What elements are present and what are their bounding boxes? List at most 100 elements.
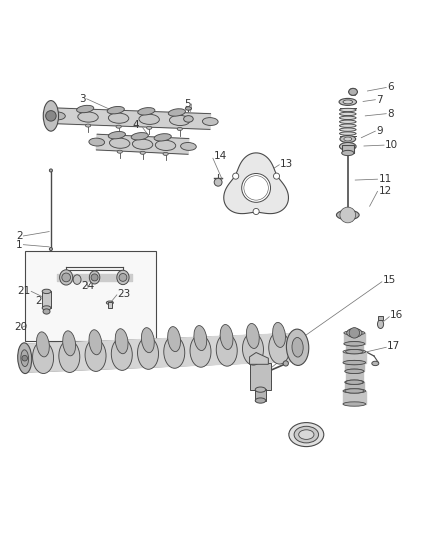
Ellipse shape — [339, 142, 356, 150]
Text: 13: 13 — [280, 159, 293, 169]
Polygon shape — [343, 391, 366, 404]
Ellipse shape — [347, 328, 362, 337]
Ellipse shape — [168, 327, 180, 352]
Ellipse shape — [49, 112, 65, 120]
Text: 1: 1 — [16, 240, 22, 249]
Ellipse shape — [286, 329, 309, 366]
Ellipse shape — [343, 389, 366, 393]
Ellipse shape — [339, 128, 356, 131]
Circle shape — [242, 174, 271, 203]
Ellipse shape — [77, 106, 94, 113]
Ellipse shape — [299, 430, 314, 439]
Ellipse shape — [36, 332, 49, 357]
Ellipse shape — [59, 341, 80, 373]
Ellipse shape — [339, 124, 356, 127]
Ellipse shape — [344, 330, 365, 335]
Ellipse shape — [32, 342, 53, 374]
Text: 6: 6 — [387, 83, 394, 93]
Circle shape — [62, 273, 71, 282]
Polygon shape — [57, 108, 211, 130]
Ellipse shape — [139, 114, 159, 124]
Polygon shape — [345, 362, 364, 372]
Ellipse shape — [108, 132, 125, 139]
Ellipse shape — [283, 361, 288, 366]
Ellipse shape — [49, 247, 53, 251]
Ellipse shape — [349, 88, 357, 95]
Polygon shape — [250, 352, 268, 364]
Circle shape — [340, 207, 356, 223]
Ellipse shape — [255, 398, 266, 403]
Ellipse shape — [378, 320, 384, 328]
Bar — [42, 292, 51, 308]
Ellipse shape — [194, 326, 207, 351]
Ellipse shape — [184, 116, 193, 122]
Bar — [342, 145, 354, 153]
Ellipse shape — [243, 333, 264, 365]
Ellipse shape — [155, 140, 176, 150]
Polygon shape — [343, 352, 366, 362]
Text: 5: 5 — [184, 99, 191, 109]
Polygon shape — [57, 274, 132, 281]
Ellipse shape — [63, 331, 76, 356]
Text: 18: 18 — [299, 426, 312, 437]
Ellipse shape — [131, 133, 148, 140]
Polygon shape — [345, 382, 364, 391]
Text: 19: 19 — [289, 348, 302, 358]
Ellipse shape — [110, 138, 130, 148]
Circle shape — [233, 173, 239, 179]
Ellipse shape — [344, 137, 352, 141]
Ellipse shape — [42, 306, 51, 310]
Polygon shape — [224, 153, 289, 214]
Polygon shape — [344, 333, 365, 344]
Ellipse shape — [294, 426, 318, 443]
Ellipse shape — [138, 108, 155, 115]
Ellipse shape — [115, 329, 128, 354]
Ellipse shape — [180, 142, 196, 150]
Ellipse shape — [339, 116, 356, 119]
Text: 23: 23 — [118, 288, 131, 298]
Text: 20: 20 — [14, 322, 27, 332]
Text: 15: 15 — [383, 276, 396, 286]
Ellipse shape — [108, 113, 129, 123]
Ellipse shape — [163, 152, 168, 156]
Text: 4: 4 — [133, 119, 140, 130]
Ellipse shape — [344, 342, 365, 346]
Ellipse shape — [138, 337, 159, 369]
Ellipse shape — [372, 361, 379, 366]
Ellipse shape — [339, 108, 356, 111]
Ellipse shape — [343, 350, 366, 354]
Ellipse shape — [339, 112, 356, 116]
Ellipse shape — [111, 338, 132, 370]
Ellipse shape — [246, 324, 259, 349]
Text: 24: 24 — [81, 281, 95, 291]
Circle shape — [349, 328, 360, 338]
Ellipse shape — [85, 340, 106, 372]
Bar — [378, 316, 383, 320]
Ellipse shape — [220, 325, 233, 350]
Text: 9: 9 — [376, 126, 383, 136]
Text: 12: 12 — [378, 187, 392, 196]
Ellipse shape — [177, 127, 182, 131]
Bar — [250, 364, 272, 390]
Text: 16: 16 — [390, 310, 403, 320]
Circle shape — [253, 208, 259, 215]
Text: 14: 14 — [214, 151, 227, 161]
Ellipse shape — [106, 301, 113, 304]
Ellipse shape — [339, 132, 356, 135]
Ellipse shape — [73, 275, 81, 285]
Ellipse shape — [60, 270, 73, 285]
Ellipse shape — [117, 150, 122, 154]
Text: 2: 2 — [16, 231, 22, 241]
Ellipse shape — [339, 99, 357, 106]
Ellipse shape — [340, 135, 356, 142]
Ellipse shape — [339, 120, 356, 124]
Text: 17: 17 — [387, 341, 400, 351]
Ellipse shape — [116, 125, 121, 128]
Ellipse shape — [78, 112, 98, 122]
Text: 7: 7 — [376, 95, 383, 104]
Circle shape — [46, 111, 56, 121]
Ellipse shape — [89, 138, 105, 146]
Ellipse shape — [43, 101, 59, 131]
Bar — [255, 389, 266, 400]
Circle shape — [214, 179, 222, 186]
